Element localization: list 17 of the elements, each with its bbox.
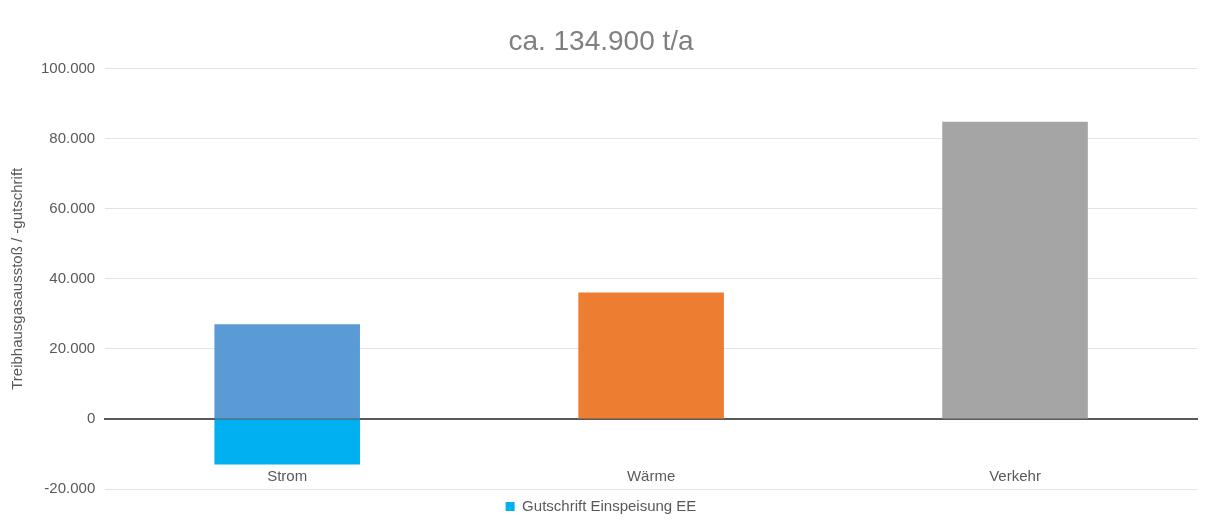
- bar: [942, 121, 1088, 419]
- x-tick-label: Strom: [267, 467, 308, 485]
- x-tick-label: Wärme: [626, 467, 676, 485]
- y-tick-label: 60.000: [49, 198, 96, 216]
- legend-label: Gutschrift Einspeisung EE: [522, 496, 697, 514]
- y-tick-label: 100.000: [40, 58, 96, 76]
- bar: [214, 324, 360, 419]
- y-tick-label: 0: [86, 409, 96, 427]
- bar: [214, 419, 360, 465]
- y-axis-title: Treibhausgasausstoß / -gutschrift: [8, 166, 26, 390]
- bar: [578, 292, 724, 419]
- x-tick-label: Verkehr: [989, 467, 1041, 485]
- y-tick-label: -20.000: [44, 479, 96, 497]
- chart-title: ca. 134.900 t/a: [508, 24, 695, 56]
- y-tick-label: 20.000: [49, 339, 96, 357]
- y-tick-label: 80.000: [49, 128, 96, 146]
- y-tick-label: 40.000: [49, 268, 96, 286]
